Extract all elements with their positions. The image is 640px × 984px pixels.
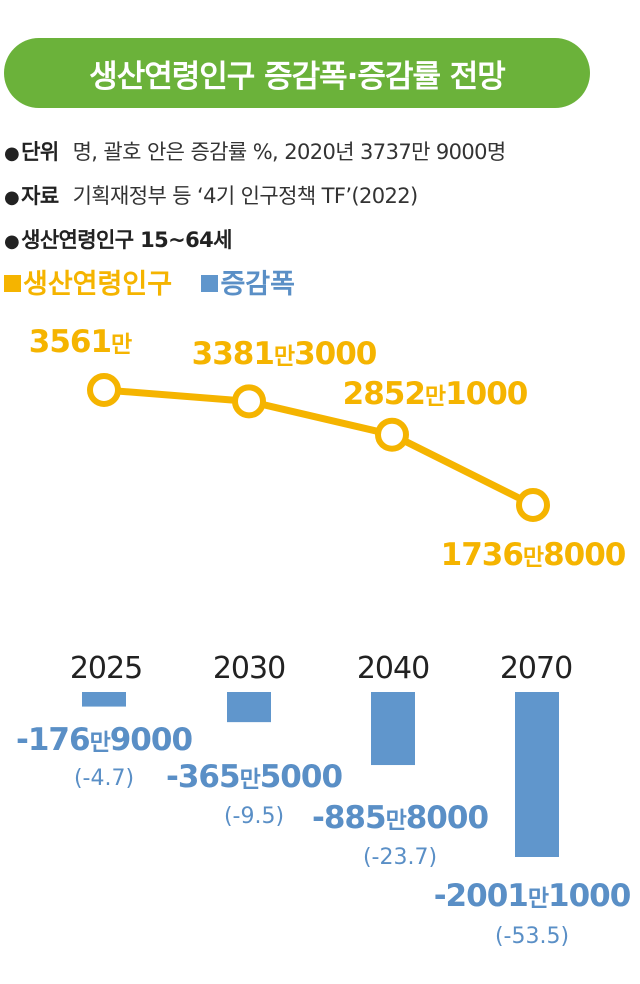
change-rate-2040: (-23.7) (363, 845, 437, 870)
change-bar-2025 (82, 692, 126, 707)
change-bar-2040 (371, 692, 415, 766)
year-label-2025: 2025 (70, 651, 142, 686)
population-line (103, 386, 535, 509)
bullet-icon: ● (4, 231, 20, 252)
change-rate-2025: (-4.7) (74, 766, 134, 791)
change-rate-2030: (-9.5) (224, 804, 284, 829)
unit-key: 단위 (21, 140, 59, 164)
population-point-2030 (232, 384, 266, 419)
population-label-2025: 3561만 (29, 324, 132, 360)
year-label-2070: 2070 (500, 651, 572, 686)
change-label-2070: -2001만1000 (434, 878, 631, 914)
unit-value: 명, 괄호 안은 증감률 %, 2020년 3737만 9000명 (72, 140, 507, 164)
change-bar-2070 (515, 692, 559, 857)
title-banner: 생산연령인구 증감폭·증감률 전망 (4, 38, 590, 108)
definition-line: ●생산연령인구 15~64세 (4, 224, 246, 254)
source-key: 자료 (21, 184, 59, 208)
source-value: 기획재정부 등 ‘4기 인구정책 TF’(2022) (72, 184, 419, 208)
population-point-2025 (87, 373, 121, 407)
legend: 생산연령인구 증감폭 (4, 262, 295, 301)
change-bar-2030 (227, 692, 271, 723)
change-label-2030: -365만5000 (166, 759, 342, 795)
legend-item-change: 증감폭 (201, 269, 295, 300)
population-label-2040: 2852만1000 (343, 376, 528, 412)
definition-text: 생산연령인구 15~64세 (21, 228, 232, 252)
legend-label-population: 생산연령인구 (23, 269, 173, 300)
change-rate-2070: (-53.5) (495, 924, 569, 949)
population-label-2070: 1736만8000 (441, 537, 626, 573)
year-label-2040: 2040 (357, 651, 429, 686)
chart-title: 생산연령인구 증감폭·증감률 전망 (89, 58, 506, 95)
legend-item-population: 생산연령인구 (4, 269, 172, 300)
change-label-2040: -885만8000 (312, 800, 488, 836)
unit-line: ●단위 명, 괄호 안은 증감률 %, 2020년 3737만 9000명 (4, 136, 506, 166)
year-label-2030: 2030 (213, 651, 285, 686)
legend-label-change: 증감폭 (220, 269, 295, 300)
population-label-2030: 3381만3000 (192, 336, 377, 372)
bullet-icon: ● (4, 143, 20, 164)
source-line: ●자료 기획재정부 등 ‘4기 인구정책 TF’(2022) (4, 180, 418, 210)
change-label-2025: -176만9000 (16, 722, 192, 758)
population-point-2040 (375, 417, 409, 452)
legend-swatch-population (4, 275, 21, 292)
bullet-icon: ● (4, 187, 20, 208)
legend-swatch-change (201, 275, 219, 292)
population-point-2070 (516, 488, 550, 522)
